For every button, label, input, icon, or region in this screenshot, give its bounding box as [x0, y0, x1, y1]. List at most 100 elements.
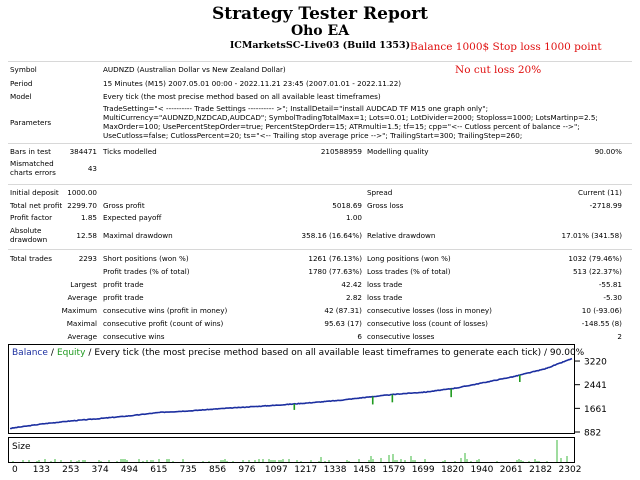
maximal-label: Maximal [66, 319, 97, 328]
y-tick-label: 1661 [584, 405, 607, 415]
x-tick-label: 735 [180, 465, 197, 475]
legend-slash: / [51, 348, 55, 358]
chart-lines [9, 357, 573, 430]
parameters-line: MultiCurrency="AUDNZD,NZDCAD,AUDCAD"; Sy… [103, 113, 598, 122]
x-tick-label: 494 [121, 465, 138, 475]
netprofit-label: Total net profit [10, 201, 63, 210]
divider [8, 61, 632, 62]
period-value: 15 Minutes (M15) 2007.05.01 00:00 - 2022… [103, 79, 402, 88]
x-tick-label: 1820 [441, 465, 464, 475]
bars-value: 384471 [69, 147, 97, 156]
x-tick-label: 1940 [470, 465, 493, 475]
average2-label: Average [67, 332, 97, 341]
average-label: Average [67, 293, 97, 302]
x-tick-label: 856 [209, 465, 226, 475]
period-label: Period [10, 79, 33, 88]
grossloss-label: Gross loss [367, 201, 404, 210]
y-tick-label: 882 [584, 429, 601, 439]
ticks-label: Ticks modelled [103, 147, 157, 156]
mcp-value: 95.63 (17) [324, 319, 362, 328]
note-cutloss: No cut loss 20% [455, 64, 542, 76]
grossprofit-value: 5018.69 [332, 201, 362, 210]
server-name: ICMarketsSC-Live03 (Build 1353) [229, 40, 411, 51]
mcp-label: consecutive profit (count of wins) [103, 319, 224, 328]
balance-chart-svg: Balance / Equity / Every tick (the most pre… [8, 344, 607, 475]
x-tick-label: 2061 [500, 465, 523, 475]
grossloss-value: -2718.99 [589, 201, 622, 210]
x-axis-ticks: 0 133 253 374 494 615 735 856 976 1097 1217 1338 145… [12, 465, 581, 475]
ll-label: loss trade [367, 280, 403, 289]
spread-value: Current (11) [577, 188, 622, 197]
quality-value: 90.00% [594, 147, 622, 156]
ap-label: profit trade [103, 293, 144, 302]
largest-label: Largest [70, 280, 97, 289]
losstrades-label: Loss trades (% of total) [367, 267, 451, 276]
acl-value: 2 [617, 332, 622, 341]
divider [8, 184, 632, 185]
mcl-value: 10 (-93.06) [581, 306, 622, 315]
proftrades-value: 1780 (77.63%) [308, 267, 362, 276]
netprofit-value: 2299.70 [67, 201, 97, 210]
x-tick-label: 1217 [294, 465, 317, 475]
maxdd-value: 358.16 (16.64%) [301, 231, 362, 240]
parameters-line: TradeSetting="< ---------- Trade Setting… [103, 104, 489, 113]
divider [8, 143, 632, 144]
lp-value: 42.42 [341, 280, 362, 289]
al-value: -5.30 [603, 293, 622, 302]
ticks-value: 210588959 [320, 147, 362, 156]
legend-balance: Balance [12, 348, 48, 358]
balance-line [9, 357, 573, 430]
maximum-label: Maximum [61, 306, 97, 315]
symbol-value: AUDNZD (Australian Dollar vs New Zealand… [103, 65, 286, 74]
mcl-label: consecutive losses (loss in money) [367, 306, 492, 315]
x-tick-label: 374 [92, 465, 109, 475]
maxdd-label: Maximal drawdown [103, 231, 173, 240]
x-tick-label: 1699 [412, 465, 435, 475]
x-tick-label: 615 [150, 465, 167, 475]
bars-label: Bars in test [10, 147, 51, 156]
x-tick-label: 0 [12, 465, 18, 475]
trades-value: 2293 [78, 254, 97, 263]
y-axis-ticks: 3220 2441 1661 882 [574, 358, 607, 439]
parameters-label: Parameters [10, 118, 52, 127]
x-tick-label: 253 [62, 465, 79, 475]
mcw-value: 42 (87.31) [324, 306, 362, 315]
payoff-value: 1.00 [345, 213, 362, 222]
size-plot-frame [8, 437, 575, 463]
pf-value: 1.85 [80, 213, 97, 222]
legend-equity: Equity [57, 348, 86, 358]
long-value: 1032 (79.46%) [568, 254, 622, 263]
x-tick-label: 2302 [559, 465, 582, 475]
lp-label: profit trade [103, 280, 144, 289]
trades-label: Total trades [10, 254, 52, 263]
acw-value: 6 [357, 332, 362, 341]
absdd-label: drawdown [10, 235, 48, 244]
proftrades-label: Profit trades (% of total) [103, 267, 190, 276]
deposit-value: 1000.00 [67, 188, 97, 197]
reldd-value: 17.01% (341.58) [561, 231, 622, 240]
divider [8, 249, 632, 250]
x-tick-label: 2182 [529, 465, 552, 475]
short-value: 1261 (76.13%) [308, 254, 362, 263]
model-value: Every tick (the most precise method base… [103, 92, 381, 101]
deposit-label: Initial deposit [10, 188, 59, 197]
al-label: loss trade [367, 293, 403, 302]
parameters-line: UseCutloss=false; CutlossPercent=20; ts=… [103, 131, 523, 140]
size-label: Size [12, 442, 31, 452]
absdd-label: Absolute [10, 226, 42, 235]
symbol-label: Symbol [10, 65, 37, 74]
legend-description: / Every tick (the most precise method ba… [88, 348, 584, 358]
parameters-line: MaxOrder=100; UsePercentStepOrder=true; … [103, 122, 580, 131]
absdd-value: 12.58 [76, 231, 97, 240]
mcls-label: consecutive loss (count of losses) [367, 319, 488, 328]
balance-chart: Balance / Equity / Every tick (the most pre… [8, 344, 632, 476]
chart-legend: Balance / Equity / Every tick (the most pre… [12, 348, 585, 358]
ap-value: 2.82 [345, 293, 362, 302]
spread-label: Spread [367, 188, 393, 197]
ll-value: -55.81 [598, 280, 622, 289]
reldd-label: Relative drawdown [367, 231, 436, 240]
grossprofit-label: Gross profit [103, 201, 145, 210]
ea-name: Oho EA [290, 23, 350, 39]
x-tick-label: 1579 [382, 465, 405, 475]
model-label: Model [10, 92, 32, 101]
